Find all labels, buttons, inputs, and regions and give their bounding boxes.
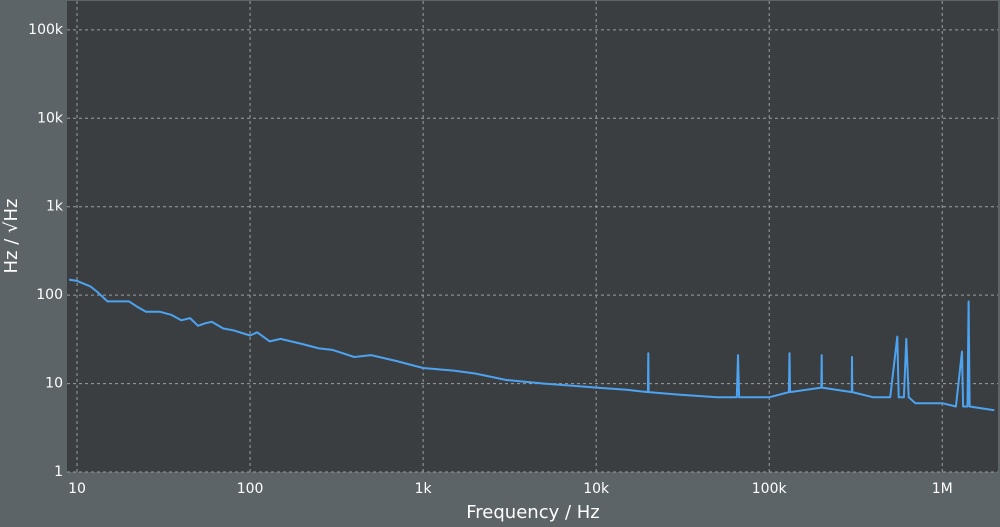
plot-area (67, 1, 998, 472)
x-axis-title: Frequency / Hz (466, 502, 599, 523)
x-tick-label: 1k (415, 481, 433, 497)
x-tick-label: 100 (237, 481, 264, 497)
x-tick-label: 100k (752, 481, 788, 497)
y-tick-label: 100k (28, 22, 64, 38)
y-axis-title: Hz / √Hz (1, 199, 22, 274)
y-tick-label: 10k (37, 110, 64, 126)
y-tick-label: 1 (54, 464, 63, 480)
y-tick-label: 1k (46, 199, 64, 215)
x-tick-label: 10k (583, 481, 610, 497)
x-tick-label: 10 (68, 481, 86, 497)
y-tick-label: 10 (45, 376, 63, 392)
x-tick-label: 1M (932, 481, 953, 497)
spectrum-line (68, 278, 995, 412)
y-tick-label: 100 (36, 287, 63, 303)
